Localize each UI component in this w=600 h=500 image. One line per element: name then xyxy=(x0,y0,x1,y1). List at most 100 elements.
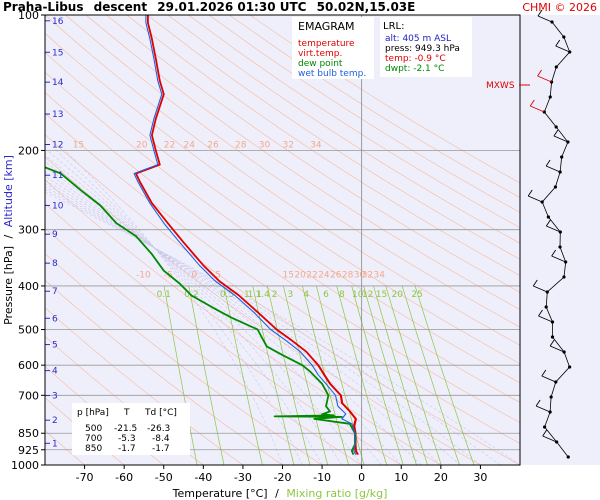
dry-adiabat xyxy=(65,15,520,328)
mxws-label: MXWS xyxy=(486,81,515,91)
wind-barb-flag xyxy=(545,219,551,227)
temperature-label: -70 xyxy=(76,471,94,484)
dry-adiabat xyxy=(208,15,520,213)
isobar-grid xyxy=(45,150,520,451)
mixing-ratio-label: 25 xyxy=(411,290,422,300)
altitude-label: 4 xyxy=(52,367,58,377)
wind-point xyxy=(549,395,553,399)
wind-trace xyxy=(541,21,571,458)
altitude-label: 5 xyxy=(52,341,58,351)
wind-barb xyxy=(546,225,561,233)
lrl-temp: temp: -0.9 °C xyxy=(385,54,446,64)
wind-point xyxy=(566,455,570,459)
altitude-label: 9 xyxy=(52,230,58,240)
altitude-label: 16 xyxy=(52,17,64,27)
wind-barb-flag xyxy=(527,189,533,197)
wind-barb-flag xyxy=(538,309,543,317)
copyright-label: CHMI © 2026 xyxy=(522,1,597,14)
mixing-ratio-label: 12 xyxy=(362,290,373,300)
y-axis-label: Pressure [hPa] / Altitude [km] xyxy=(2,155,15,325)
wind-barb xyxy=(537,15,553,23)
pressure-label: 700 xyxy=(18,389,39,402)
mixing-ratio-label: 3 xyxy=(288,290,294,300)
pressure-ticks: 100 200 300 400 500 600 700 850 925 1000 xyxy=(11,9,45,472)
table-header: p [hPa] T Td [°C] xyxy=(77,408,177,418)
adiabat-label-upper: 22 xyxy=(164,141,175,151)
wind-barbs xyxy=(527,9,572,459)
wind-barb-flag xyxy=(549,339,555,347)
adiabat-label-lower: 20 xyxy=(294,270,306,280)
dry-adiabat xyxy=(147,15,520,260)
x-axis-label: Temperature [°C] / Mixing ratio [g/kg] xyxy=(172,487,388,500)
wind-point xyxy=(554,65,558,69)
altitude-label: 12 xyxy=(52,141,63,151)
wind-barb-flag xyxy=(529,99,535,107)
dry-adiabat xyxy=(45,52,520,384)
wind-point xyxy=(554,125,558,129)
temperature-label: 20 xyxy=(434,471,448,484)
altitude-label: 14 xyxy=(52,78,64,88)
legend-temperature: temperature xyxy=(298,39,355,49)
mixing-ratio-label: 0.1 xyxy=(157,290,171,300)
pressure-label: 925 xyxy=(18,444,39,457)
altitude-label: 10 xyxy=(52,201,64,211)
pressure-label: 400 xyxy=(18,280,39,293)
temperature-label: -60 xyxy=(115,471,133,484)
wind-barb-flag xyxy=(551,249,557,257)
lrl-title: LRL: xyxy=(383,21,404,32)
temperature-label: -20 xyxy=(274,471,292,484)
wind-point xyxy=(568,365,572,369)
adiabat-label-lower: 26 xyxy=(330,270,342,280)
mixing-ratio-label: 1.4 xyxy=(256,290,271,300)
dry-adiabat xyxy=(45,32,520,365)
lrl-dwpt: dwpt: -2.1 °C xyxy=(385,64,444,74)
adiabat-label-lower: 5 xyxy=(215,270,221,280)
temperature-label: -10 xyxy=(313,471,331,484)
legend-title: EMAGRAM xyxy=(298,20,355,33)
legend-virt-temp: virt.temp. xyxy=(298,49,342,59)
legend-dew-point: dew point xyxy=(298,59,343,69)
lrl-alt: alt: 405 m ASL xyxy=(385,34,451,44)
wind-barb xyxy=(553,135,569,143)
adiabat-label-upper: 15 xyxy=(73,141,84,151)
dry-adiabat xyxy=(45,15,520,346)
series-wet-bulb-temp xyxy=(133,15,357,455)
wind-point xyxy=(560,155,564,159)
datetime-label: 29.01.2026 01:30 UTC xyxy=(157,0,306,14)
mixing-ratio-label: 4 xyxy=(303,290,309,300)
adiabat-label-upper: 34 xyxy=(310,141,322,151)
pressure-label: 100 xyxy=(18,9,39,22)
adiabat-label-upper: 24 xyxy=(184,141,196,151)
adiabat-labels: 15 20 22 24 26 28 30 32 34-10 -5 0 5 15 20 22 24 26 28 303… xyxy=(73,141,386,281)
adiabat-label-upper: 30 xyxy=(259,141,271,151)
adiabat-label-lower: -10 xyxy=(136,270,151,280)
summary-table: p [hPa] T Td [°C] 500 -21.5 -26.3 700 -5… xyxy=(72,403,190,455)
mixing-ratio-label: 1.1 xyxy=(248,290,262,300)
temperature-label: 10 xyxy=(394,471,408,484)
mixing-ratio-label: 8 xyxy=(339,290,345,300)
adiabat-label-upper: 26 xyxy=(207,141,219,151)
altitude-label: 8 xyxy=(52,259,58,269)
lrl-press: press: 949.3 hPa xyxy=(385,44,460,54)
adiabat-label-lower: 30 xyxy=(354,270,366,280)
table-row: 700 -5.3 -8.4 xyxy=(85,434,170,444)
temperature-label: -50 xyxy=(155,471,173,484)
mixing-ratio-label: 2 xyxy=(272,290,278,300)
wind-barb xyxy=(538,315,553,323)
mixing-ratio-label: 10 xyxy=(352,290,364,300)
pressure-label: 200 xyxy=(18,144,39,157)
wind-barb xyxy=(541,375,556,383)
wind-barb-flag xyxy=(532,279,538,287)
adiabat-label-lower: 34 xyxy=(374,270,386,280)
altitude-label: 13 xyxy=(52,110,63,120)
wind-barb xyxy=(530,105,545,113)
coords-label: 50.02N,15.03E xyxy=(317,0,416,14)
pressure-label: 1000 xyxy=(11,459,39,472)
mixing-ratio-label: 15 xyxy=(376,290,387,300)
adiabat-label-upper: 28 xyxy=(235,141,247,151)
table-row: 500 -21.5 -26.3 xyxy=(85,424,170,434)
altitude-label: 15 xyxy=(52,48,63,58)
dry-adiabat xyxy=(45,71,520,403)
